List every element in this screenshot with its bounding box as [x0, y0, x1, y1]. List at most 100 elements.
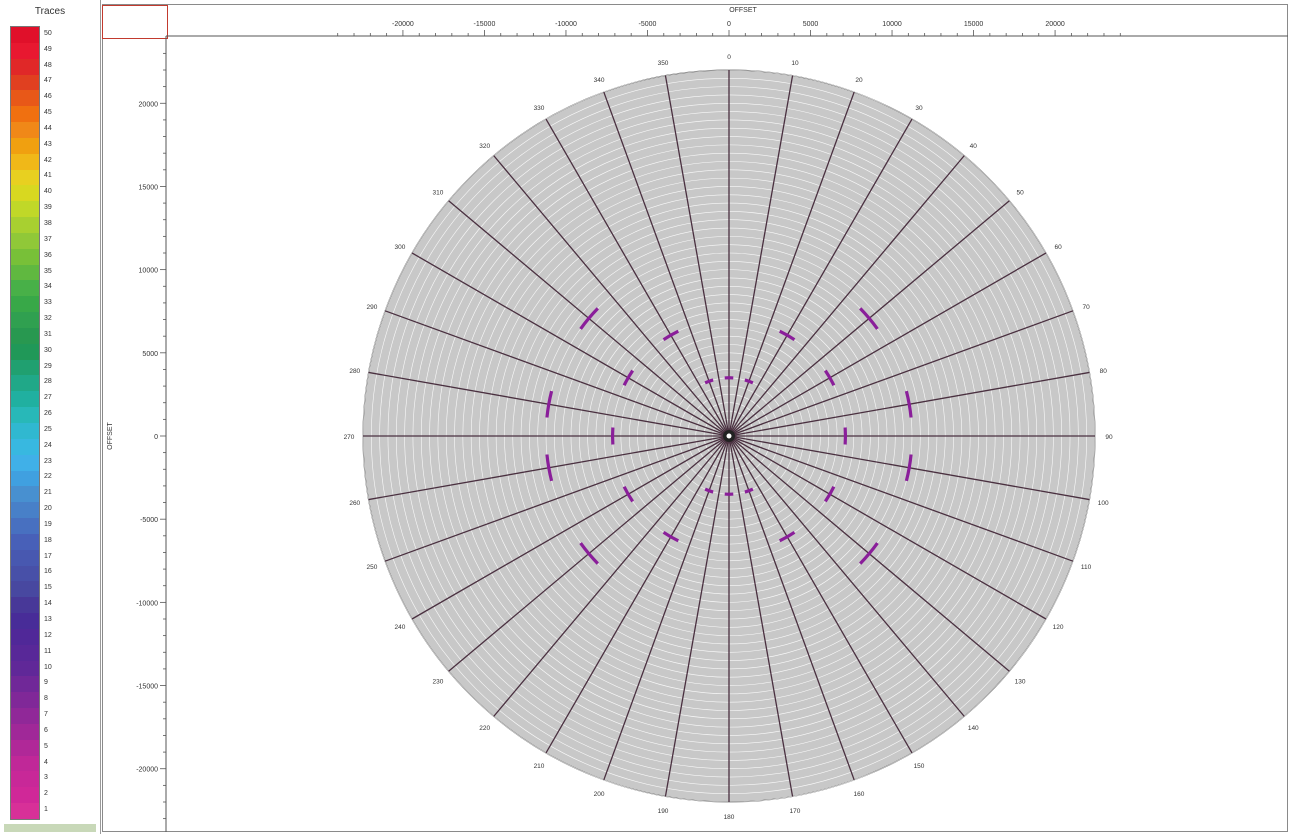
legend-value-label: 1 — [44, 806, 48, 814]
azimuth-spoke — [493, 435, 730, 717]
legend-value-label: 33 — [44, 299, 52, 307]
legend-value-label: 23 — [44, 457, 52, 465]
legend-swatch — [11, 296, 39, 313]
azimuth-spoke — [728, 435, 913, 754]
azimuth-spoke — [603, 91, 730, 437]
legend-swatch — [11, 692, 39, 709]
legend-swatch — [11, 106, 39, 123]
azimuth-spoke — [728, 310, 1074, 437]
azimuth-label: 300 — [394, 244, 405, 251]
legend-swatch — [11, 423, 39, 440]
legend-swatch — [11, 343, 39, 361]
y-tick-label: 5000 — [142, 351, 158, 358]
legend-value-label: 19 — [44, 520, 52, 528]
legend-value-label: 41 — [44, 172, 52, 180]
legend-value-label: 6 — [44, 726, 48, 734]
azimuth-label: 30 — [915, 105, 923, 112]
azimuth-label: 330 — [534, 105, 545, 112]
azimuth-label: 0 — [727, 54, 731, 61]
highlight-arc — [579, 307, 599, 330]
legend-value-label: 25 — [44, 425, 52, 433]
legend-value-label: 13 — [44, 616, 52, 623]
azimuth-label: 180 — [724, 814, 735, 821]
center-dot — [726, 433, 732, 439]
legend-value-label: 34 — [44, 283, 52, 291]
azimuth-label: 170 — [790, 808, 801, 815]
legend-swatch — [11, 359, 39, 376]
azimuth-label: 190 — [658, 808, 669, 815]
legend-value-label: 24 — [44, 441, 52, 449]
legend-swatch — [11, 185, 39, 202]
legend-value-label: 48 — [44, 61, 52, 69]
azimuth-label: 120 — [1053, 624, 1064, 631]
legend-swatch — [11, 628, 39, 646]
azimuth-label: 210 — [534, 763, 545, 770]
azimuth-spoke — [603, 435, 730, 781]
azimuth-spoke — [728, 75, 794, 437]
azimuth-label: 240 — [394, 624, 405, 631]
legend-swatch — [11, 708, 39, 725]
azimuth-label: 130 — [1015, 678, 1026, 685]
azimuth-label: 290 — [366, 304, 377, 311]
legend-swatch — [11, 470, 39, 487]
legend-swatch — [11, 518, 39, 535]
azimuth-label: 110 — [1081, 564, 1092, 571]
highlight-arc — [545, 454, 554, 482]
legend-swatch — [11, 169, 39, 186]
highlight-arc — [622, 369, 635, 387]
legend-value-label: 40 — [44, 188, 52, 196]
legend-value-label: 28 — [44, 378, 52, 386]
azimuth-label: 230 — [432, 678, 443, 685]
highlight-arc — [778, 329, 796, 342]
legend-value-label: 31 — [44, 330, 52, 338]
azimuth-label: 280 — [349, 368, 360, 375]
y-tick-label: 15000 — [139, 184, 159, 191]
color-legend-panel: Traces 50 49 48 47 46 45 44 43 42 41 40 39 38 37 36 35 3… — [0, 0, 101, 834]
azimuth-label: 60 — [1054, 244, 1062, 251]
legend-swatch — [11, 42, 39, 60]
azimuth-spoke — [728, 118, 913, 437]
legend-swatch — [11, 327, 39, 345]
legend-swatch — [11, 153, 39, 171]
legend-swatch — [11, 803, 39, 820]
x-tick-label: 10000 — [882, 21, 902, 28]
highlight-arc — [904, 454, 913, 482]
azimuth-label: 100 — [1098, 500, 1109, 507]
legend-value-label: 7 — [44, 711, 48, 719]
legend-swatch — [11, 137, 39, 155]
legend-swatch — [11, 787, 39, 804]
azimuth-spoke — [384, 435, 730, 562]
azimuth-label: 340 — [594, 77, 605, 84]
azimuth-spoke — [728, 435, 794, 797]
highlight-arc — [622, 485, 635, 503]
azimuth-spoke — [728, 435, 1047, 620]
azimuth-label: 250 — [366, 564, 377, 571]
highlight-arc — [904, 390, 913, 418]
legend-value-label: 17 — [44, 552, 52, 560]
azimuth-spoke — [728, 435, 1074, 562]
legend-value-label: 43 — [44, 140, 52, 148]
azimuth-label: 160 — [854, 791, 865, 798]
legend-value-label: 10 — [44, 663, 52, 671]
legend-swatch — [11, 407, 39, 424]
y-tick-label: -20000 — [136, 767, 158, 774]
highlight-arc — [704, 378, 714, 385]
legend-swatch — [11, 280, 39, 297]
azimuth-label: 50 — [1016, 190, 1024, 197]
legend-swatch — [11, 90, 39, 107]
y-tick-label: 10000 — [139, 268, 159, 275]
highlight-arc — [823, 369, 836, 387]
legend-value-label: 38 — [44, 220, 52, 227]
azimuth-spoke — [545, 118, 730, 437]
azimuth-label: 320 — [479, 143, 490, 150]
highlight-arc — [823, 485, 836, 503]
legend-value-label: 4 — [44, 758, 48, 766]
azimuth-spoke — [728, 252, 1047, 437]
highlight-arc — [662, 329, 680, 342]
legend-value-label: 2 — [44, 790, 48, 798]
plot-frame — [102, 4, 1288, 832]
legend-value-label: 26 — [44, 410, 52, 418]
legend-swatch — [11, 723, 39, 741]
azimuth-spoke — [493, 155, 730, 437]
